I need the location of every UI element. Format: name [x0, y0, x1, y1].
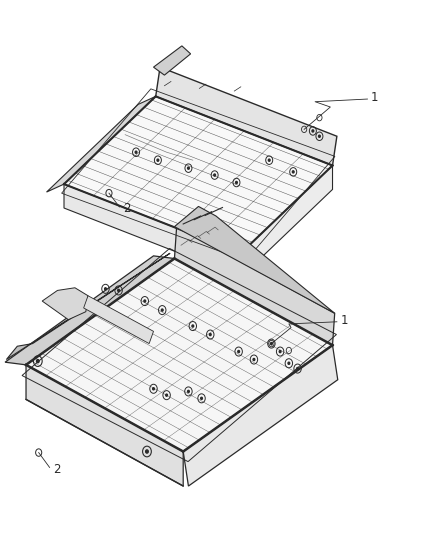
Polygon shape	[84, 296, 153, 344]
Circle shape	[253, 359, 255, 361]
Polygon shape	[42, 288, 88, 320]
Polygon shape	[153, 46, 191, 75]
Circle shape	[166, 394, 167, 396]
Circle shape	[118, 289, 120, 292]
Circle shape	[144, 300, 146, 302]
Text: 2: 2	[123, 202, 131, 215]
Circle shape	[238, 351, 240, 353]
Circle shape	[292, 171, 294, 173]
Circle shape	[268, 159, 270, 161]
Text: 2: 2	[53, 463, 60, 475]
Polygon shape	[183, 345, 338, 486]
Polygon shape	[7, 253, 170, 360]
Circle shape	[214, 174, 215, 176]
Polygon shape	[26, 259, 332, 451]
Polygon shape	[241, 165, 332, 277]
Circle shape	[135, 151, 137, 154]
Polygon shape	[155, 67, 337, 165]
Polygon shape	[174, 206, 335, 313]
Circle shape	[312, 130, 314, 132]
Text: 1: 1	[371, 91, 378, 104]
Text: 1: 1	[340, 314, 348, 327]
Circle shape	[146, 450, 148, 453]
Circle shape	[157, 159, 159, 161]
Polygon shape	[26, 365, 183, 486]
Circle shape	[288, 362, 290, 365]
Polygon shape	[46, 96, 155, 192]
Circle shape	[192, 325, 194, 327]
Polygon shape	[64, 96, 332, 253]
Circle shape	[201, 397, 202, 399]
Polygon shape	[174, 227, 335, 345]
Circle shape	[297, 368, 298, 369]
Circle shape	[152, 387, 154, 390]
Circle shape	[209, 334, 211, 336]
Circle shape	[36, 360, 39, 363]
Polygon shape	[64, 184, 241, 277]
Circle shape	[161, 309, 163, 311]
Circle shape	[236, 181, 237, 183]
Circle shape	[318, 135, 320, 138]
Circle shape	[187, 390, 189, 392]
Circle shape	[187, 167, 189, 169]
Circle shape	[279, 351, 281, 353]
Circle shape	[105, 288, 106, 290]
Circle shape	[271, 343, 272, 345]
Polygon shape	[5, 256, 174, 365]
